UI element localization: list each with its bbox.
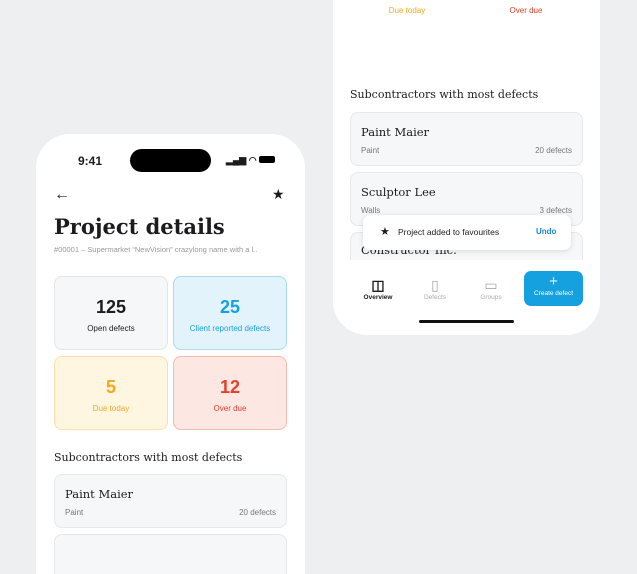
stat-client-reported[interactable]: 25 Client reported defects [173, 276, 287, 350]
stat-label: Due today [92, 404, 130, 413]
stat-open-defects[interactable]: 125 Open defects [54, 276, 168, 350]
favourite-star-icon[interactable]: ★ [272, 186, 285, 202]
tab-defects[interactable]: ▯ Defects [405, 276, 465, 301]
stat-due-today[interactable]: 5 Due today [54, 356, 168, 430]
stat-value: 125 [95, 297, 127, 317]
subcontractor-category: Walls [361, 206, 381, 215]
stat-label: Due today [388, 6, 426, 15]
tab-label: Groups [480, 294, 502, 301]
signal-wifi-battery-icon: ▂▄▆ ◠ [226, 155, 276, 166]
subcontractor-count: 3 defects [539, 206, 572, 215]
undo-button[interactable]: Undo [536, 227, 557, 236]
stat-label: Open defects [87, 324, 135, 333]
stat-label: Over due [213, 404, 247, 413]
project-subtitle: #00001 – Supermarket “NewVision” crazylo… [54, 245, 258, 254]
stat-label: Client reported defects [189, 324, 271, 333]
subcontractor-card[interactable] [54, 534, 287, 574]
subcontractor-name: Sculptor Lee [361, 185, 436, 199]
folder-icon: ▭ [484, 277, 498, 293]
stat-value: 12 [219, 377, 241, 397]
stat-label: Over due [509, 6, 543, 15]
toast-message: Project added to favourites [398, 227, 500, 237]
phone-screen-left: 9:41 ▂▄▆ ◠ ← ★ Project details #00001 – … [36, 134, 305, 574]
back-arrow-icon[interactable]: ← [54, 186, 70, 203]
overview-icon: ◫ [371, 277, 385, 293]
subcontractor-category: Paint [65, 508, 84, 517]
subcontractor-category: Paint [361, 146, 380, 155]
create-defect-button[interactable]: + Create defect [524, 271, 583, 306]
subcontractor-card[interactable]: Paint Maier Paint 20 defects [54, 474, 287, 528]
subcontractor-count: 20 defects [535, 146, 572, 155]
subcontractor-name: Paint Maier [361, 125, 430, 139]
subcontractor-card[interactable]: Paint Maier Paint 20 defects [350, 112, 583, 166]
tab-overview[interactable]: ◫ Overview [348, 276, 408, 301]
stat-over-due[interactable]: 12 Over due [173, 356, 287, 430]
subcontractor-count: 20 defects [239, 508, 276, 517]
tab-label: Defects [423, 294, 447, 301]
dynamic-island [130, 149, 211, 172]
toast: ★ Project added to favourites Undo [363, 215, 571, 250]
plus-icon: + [549, 273, 558, 290]
tab-label: Overview [363, 294, 393, 301]
stat-value: 25 [219, 297, 241, 317]
status-time: 9:41 [78, 154, 103, 168]
subcontractor-name: Paint Maier [65, 487, 134, 501]
page-title: Project details [54, 214, 225, 239]
stat-value: 5 [105, 377, 116, 397]
section-title: Subcontractors with most defects [54, 451, 243, 464]
star-icon: ★ [380, 226, 390, 238]
section-title: Subcontractors with most defects [350, 88, 539, 101]
document-icon: ▯ [431, 277, 439, 293]
home-indicator [419, 320, 514, 323]
tab-groups[interactable]: ▭ Groups [461, 276, 521, 301]
create-defect-label: Create defect [533, 290, 574, 297]
